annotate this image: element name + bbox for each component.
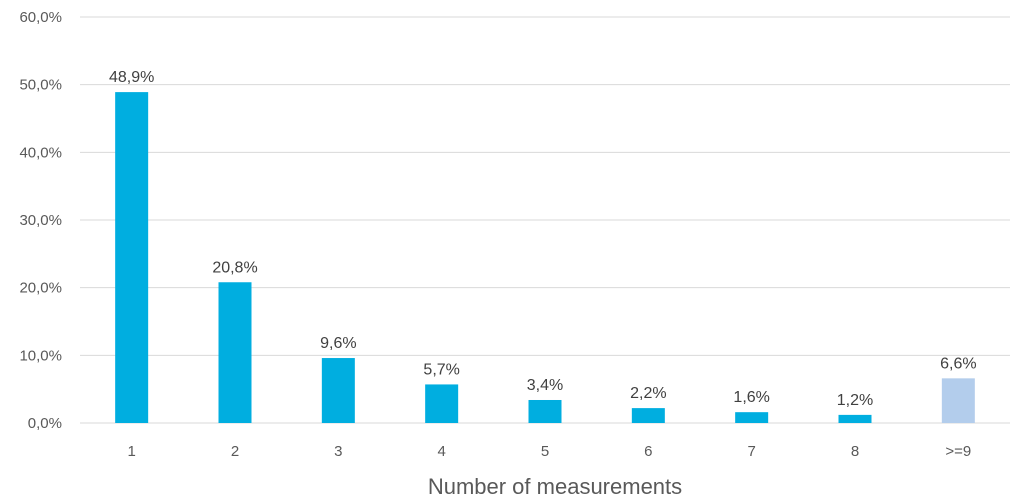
x-tick-label: 5 [541, 443, 549, 460]
y-tick-label: 10,0% [19, 347, 62, 364]
y-tick-label: 40,0% [19, 144, 62, 161]
data-label: 1,6% [733, 389, 769, 406]
data-label: 2,2% [630, 385, 666, 402]
x-tick-label: 6 [644, 443, 652, 460]
bar [425, 384, 459, 423]
bar [528, 399, 562, 423]
y-tick-label: 50,0% [19, 77, 62, 94]
y-axis-tick-labels: 0,0% 10,0% 20,0% 30,0% 40,0% 50,0% 60,0% [19, 9, 62, 432]
bar [631, 408, 665, 423]
x-tick-label: 1 [127, 443, 135, 460]
x-tick-label: 3 [334, 443, 342, 460]
data-label: 20,8% [212, 259, 257, 276]
x-tick-label: 8 [851, 443, 859, 460]
bar [838, 414, 872, 423]
data-label: 48,9% [109, 69, 154, 86]
x-tick-label: 7 [747, 443, 755, 460]
x-axis-title: Number of measurements [428, 474, 682, 499]
data-label: 5,7% [423, 361, 459, 378]
y-tick-label: 30,0% [19, 212, 62, 229]
y-tick-label: 20,0% [19, 280, 62, 297]
x-tick-label: >=9 [945, 443, 971, 460]
bar [115, 92, 149, 424]
data-label: 9,6% [320, 335, 356, 352]
data-label: 6,6% [940, 355, 976, 372]
y-tick-label: 60,0% [19, 9, 62, 26]
y-tick-label: 0,0% [28, 415, 62, 432]
x-tick-label: 2 [231, 443, 239, 460]
data-label: 3,4% [527, 377, 563, 394]
bar [321, 358, 355, 423]
bars [115, 92, 975, 424]
x-axis-tick-labels: 1 2 3 4 5 6 7 8 >=9 [127, 443, 971, 460]
x-tick-label: 4 [437, 443, 445, 460]
data-labels: 48,9% 20,8% 9,6% 5,7% 3,4% 2,2% 1,6% 1,2% 6,6% [109, 69, 977, 409]
bar [941, 378, 975, 423]
data-label: 1,2% [837, 392, 873, 409]
bar [218, 282, 252, 423]
bar [735, 412, 769, 423]
